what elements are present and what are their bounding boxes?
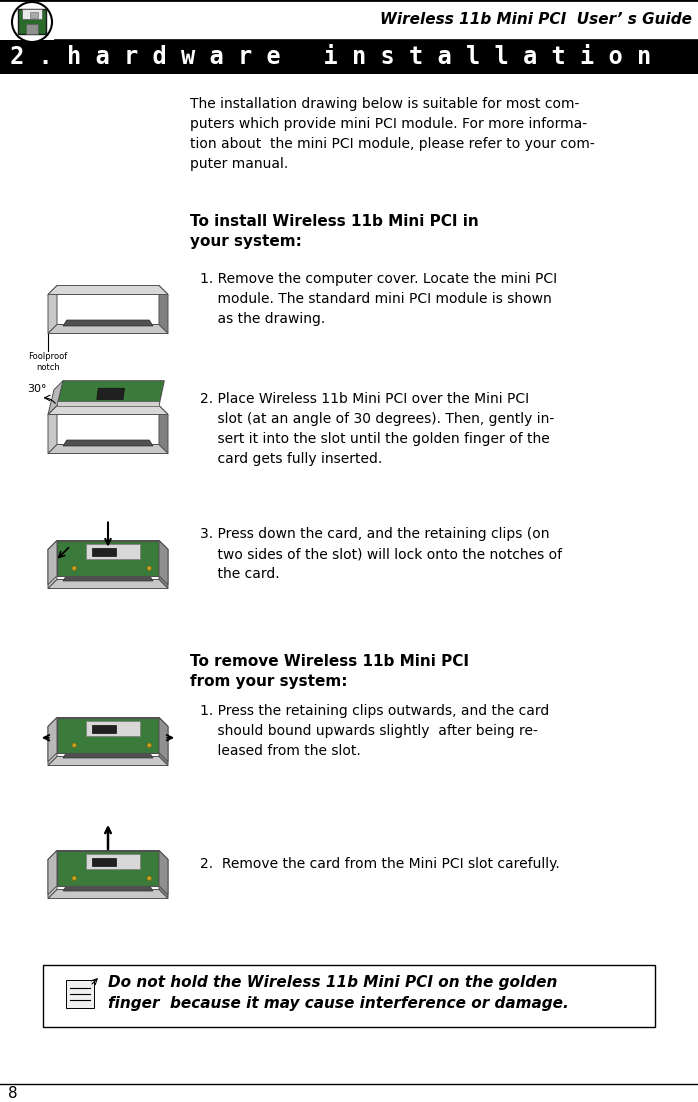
Polygon shape: [48, 324, 168, 334]
Polygon shape: [63, 752, 153, 758]
Polygon shape: [91, 548, 115, 555]
Circle shape: [12, 2, 52, 42]
Polygon shape: [63, 575, 153, 581]
Polygon shape: [48, 285, 57, 334]
Polygon shape: [48, 756, 168, 766]
Polygon shape: [66, 980, 94, 1008]
Polygon shape: [22, 9, 42, 19]
Polygon shape: [85, 543, 140, 559]
Polygon shape: [48, 851, 57, 895]
Polygon shape: [48, 406, 57, 454]
Text: 8: 8: [8, 1085, 17, 1101]
Polygon shape: [48, 406, 168, 414]
Polygon shape: [48, 889, 168, 898]
Polygon shape: [48, 540, 57, 588]
Polygon shape: [57, 401, 159, 406]
Polygon shape: [91, 725, 115, 733]
Polygon shape: [48, 580, 168, 588]
Polygon shape: [48, 444, 168, 454]
Text: 3. Press down the card, and the retaining clips (on
    two sides of the slot) w: 3. Press down the card, and the retainin…: [200, 527, 562, 581]
Circle shape: [72, 876, 77, 880]
Text: 2.  Remove the card from the Mini PCI slot carefully.: 2. Remove the card from the Mini PCI slo…: [200, 857, 560, 871]
Polygon shape: [48, 381, 63, 414]
Text: The installation drawing below is suitable for most com-
puters which provide mi: The installation drawing below is suitab…: [190, 97, 595, 171]
Text: your system:: your system:: [190, 234, 302, 249]
Polygon shape: [159, 851, 168, 898]
Polygon shape: [159, 540, 168, 588]
Polygon shape: [18, 9, 46, 34]
Polygon shape: [159, 406, 168, 454]
Polygon shape: [85, 721, 140, 735]
Polygon shape: [63, 440, 153, 446]
Text: Wireless 11b Mini PCI  User’ s Guide: Wireless 11b Mini PCI User’ s Guide: [380, 12, 692, 28]
Polygon shape: [159, 717, 168, 766]
Polygon shape: [85, 854, 140, 868]
Polygon shape: [57, 540, 159, 575]
Polygon shape: [63, 320, 153, 326]
Circle shape: [147, 876, 151, 880]
Polygon shape: [48, 285, 168, 294]
Text: Foolproof
notch: Foolproof notch: [29, 353, 68, 371]
Text: 1. Press the retaining clips outwards, and the card
    should bound upwards sli: 1. Press the retaining clips outwards, a…: [200, 704, 549, 758]
Polygon shape: [57, 381, 164, 406]
Polygon shape: [48, 717, 168, 726]
Polygon shape: [48, 717, 57, 766]
Polygon shape: [159, 285, 168, 334]
FancyBboxPatch shape: [0, 40, 698, 74]
Text: 2. Place Wireless 11b Mini PCI over the Mini PCI
    slot (at an angle of 30 deg: 2. Place Wireless 11b Mini PCI over the …: [200, 392, 554, 466]
Polygon shape: [57, 851, 159, 886]
Text: 1. Remove the computer cover. Locate the mini PCI
    module. The standard mini : 1. Remove the computer cover. Locate the…: [200, 272, 557, 326]
Polygon shape: [57, 717, 159, 753]
Polygon shape: [48, 540, 57, 585]
Text: Do not hold the Wireless 11b Mini PCI on the golden
finger  because it may cause: Do not hold the Wireless 11b Mini PCI on…: [108, 975, 569, 1011]
Polygon shape: [97, 388, 124, 400]
Polygon shape: [48, 717, 57, 761]
Polygon shape: [26, 24, 38, 34]
Text: To install Wireless 11b Mini PCI in: To install Wireless 11b Mini PCI in: [190, 214, 479, 229]
Polygon shape: [48, 851, 57, 898]
Polygon shape: [91, 858, 115, 865]
Polygon shape: [159, 717, 168, 761]
Polygon shape: [63, 885, 153, 892]
Circle shape: [147, 566, 151, 571]
Text: from your system:: from your system:: [190, 674, 348, 689]
FancyBboxPatch shape: [43, 965, 655, 1027]
Text: To remove Wireless 11b Mini PCI: To remove Wireless 11b Mini PCI: [190, 653, 469, 669]
Circle shape: [72, 743, 77, 747]
Polygon shape: [48, 851, 168, 860]
Polygon shape: [159, 851, 168, 895]
Circle shape: [147, 743, 151, 747]
Text: 30°: 30°: [27, 383, 47, 395]
Polygon shape: [159, 540, 168, 585]
Text: 2 . h a r d w a r e   i n s t a l l a t i o n: 2 . h a r d w a r e i n s t a l l a t i …: [10, 45, 651, 69]
Circle shape: [72, 566, 77, 571]
Polygon shape: [30, 12, 38, 18]
Polygon shape: [48, 540, 168, 550]
